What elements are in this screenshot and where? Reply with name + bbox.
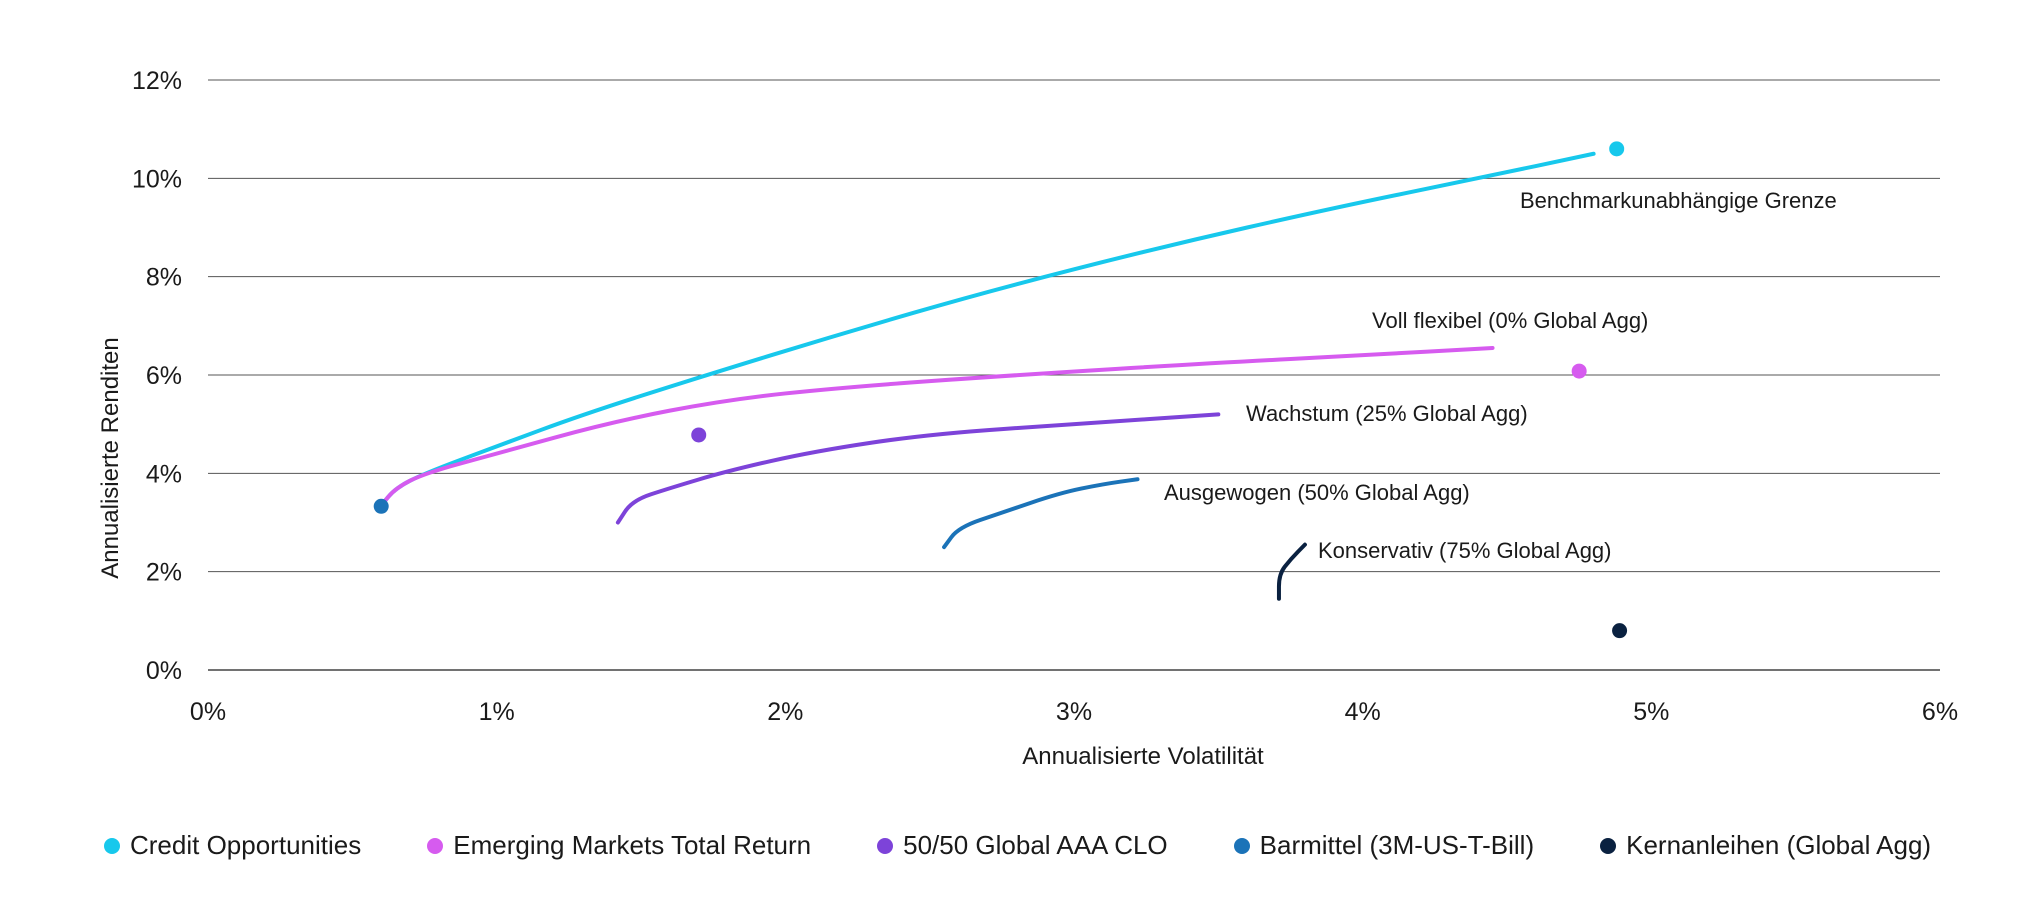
y-tick-label: 8% [146,264,182,292]
legend: Credit Opportunities Emerging Markets Tot… [104,830,1997,861]
legend-marker [1233,837,1250,854]
asset-point [373,498,389,514]
frontier-line [1276,542,1307,601]
asset-point [1609,141,1625,157]
frontier-label: Konservativ (75% Global Agg) [1318,538,1612,563]
asset-point [1612,623,1628,639]
asset-point [1571,363,1587,379]
legend-marker [427,837,444,854]
asset-point [691,427,707,443]
legend-label: Kernanleihen (Global Agg) [1626,830,1932,860]
legend-item: Barmittel (3M-US-T-Bill) [1233,830,1535,861]
legend-label: 50/50 Global AAA CLO [903,830,1168,860]
frontier-label: Benchmarkunabhängige Grenze [1520,188,1837,213]
legend-item: Credit Opportunities [104,830,361,861]
legend-marker [877,837,894,854]
x-tick-label: 0% [190,698,226,726]
frontier-line [615,412,1221,525]
frontier-line [379,345,1495,508]
frontier-label: Ausgewogen (50% Global Agg) [1164,480,1470,505]
x-tick-label: 6% [1922,698,1958,726]
legend-label: Emerging Markets Total Return [453,830,812,860]
legend-item: 50/50 Global AAA CLO [877,830,1168,861]
y-tick-label: 12% [132,67,182,95]
y-tick-label: 6% [146,362,182,390]
legend-label: Barmittel (3M-US-T-Bill) [1259,830,1535,860]
y-tick-label: 2% [146,559,182,587]
legend-item: Emerging Markets Total Return [427,830,811,861]
x-axis-ticks: 0% 1% 2% 3% 4% 5% 6% [190,698,1958,726]
grid-lines [208,79,1940,671]
x-axis-title: Annualisierte Volatilität [1022,743,1264,770]
frontier-label: Voll flexibel (0% Global Agg) [1372,308,1648,333]
frontier-line [942,477,1140,550]
y-axis-ticks: 0% 2% 4% 6% 8% 10% 12% [132,67,182,685]
x-tick-label: 4% [1345,698,1381,726]
x-tick-label: 3% [1056,698,1092,726]
frontier-lines [379,151,1596,601]
x-tick-label: 1% [479,698,515,726]
frontier-label: Wachstum (25% Global Agg) [1246,401,1528,426]
y-tick-label: 0% [146,657,182,685]
y-axis-title: Annualisierte Renditen [97,337,124,579]
legend-marker [1600,837,1617,854]
y-tick-label: 4% [146,460,182,488]
x-tick-label: 2% [767,698,803,726]
legend-marker [104,837,120,854]
asset-points [373,141,1628,639]
x-tick-label: 5% [1633,698,1669,726]
y-tick-label: 10% [132,165,182,193]
frontier-labels: Benchmarkunabhängige Grenze Voll flexibel… [1164,188,1837,563]
legend-label: Credit Opportunities [130,830,362,860]
legend-item: Kernanleihen (Global Agg) [1600,830,1931,861]
